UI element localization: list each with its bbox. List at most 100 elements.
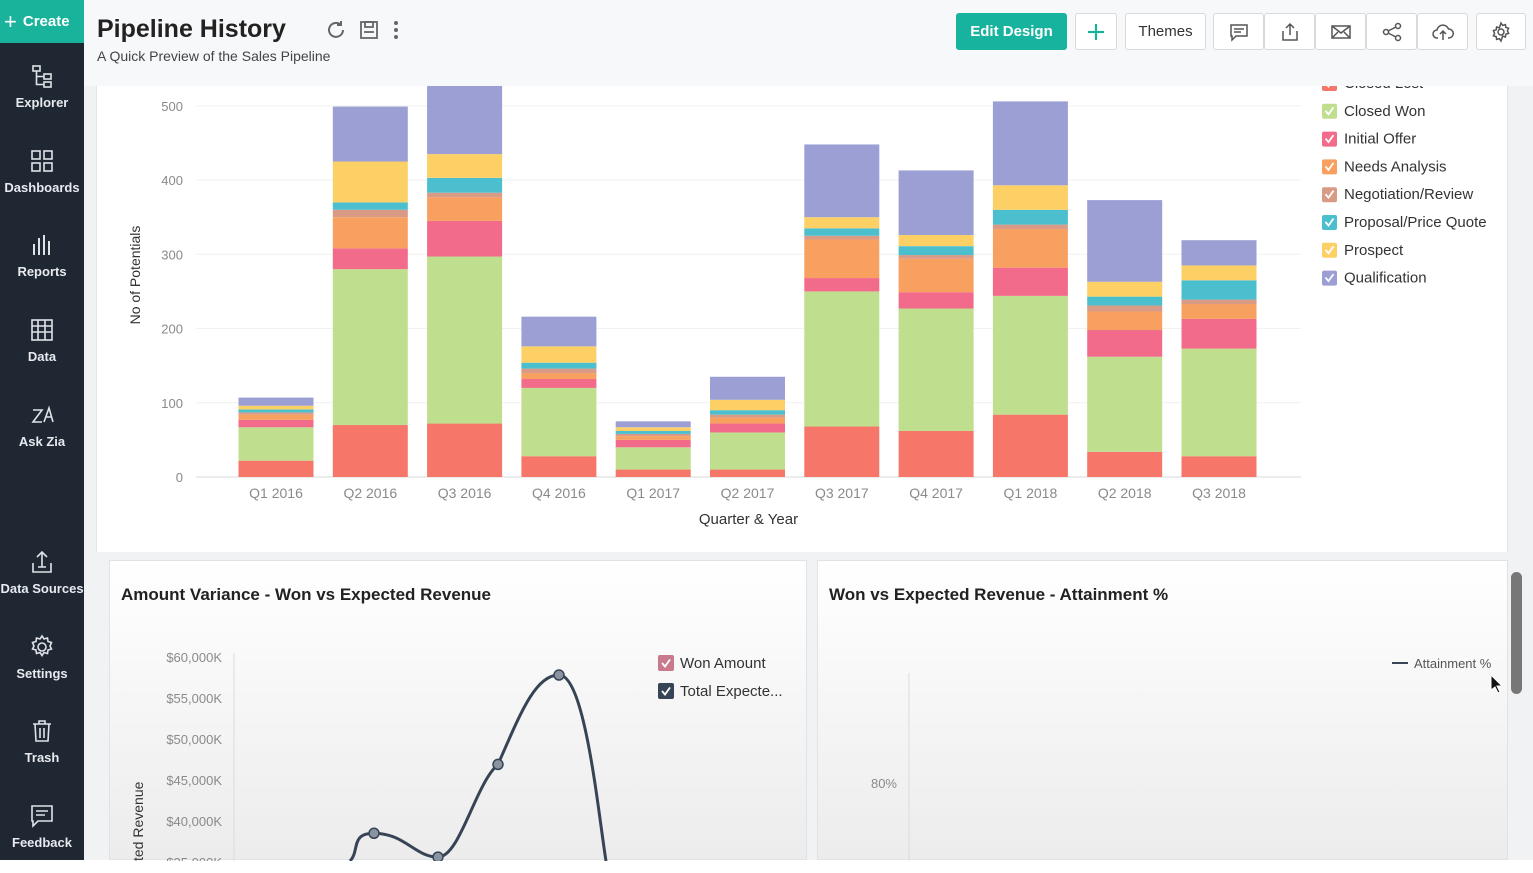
bar-segment [521,373,597,380]
checkmark-icon [1324,134,1335,144]
bar-segment [521,346,597,363]
bar-segment [427,220,503,257]
data-sources-icon [32,550,52,573]
bar-segment [427,192,503,198]
x-tick-label: Q3 2017 [815,485,869,501]
x-tick-label: Q2 2018 [1098,485,1152,501]
legend-label: Closed Lost [1344,86,1424,92]
y-tick-label: 0 [176,470,183,485]
bar-segment [1181,280,1257,300]
x-tick-label: Q2 2016 [343,485,397,501]
x-tick-label: Q4 2016 [532,485,586,501]
bar-segment [427,86,503,155]
sidebar-item-feedback[interactable]: Feedback [0,803,84,873]
amount-variance-panel: Amount Variance - Won vs Expected Revenu… [109,560,807,861]
create-button[interactable]: + Create [0,0,84,43]
legend-label: Proposal/Price Quote [1344,214,1487,231]
bar-segment [992,267,1068,296]
bar-segment [992,414,1068,477]
bar-segment [615,436,691,440]
bar-segment [1181,318,1257,349]
comment-button[interactable] [1213,13,1264,50]
sidebar-item-dashboards[interactable]: Dashboards [0,148,84,218]
bar-segment [332,269,408,426]
sidebar-item-trash[interactable]: Trash [0,718,84,788]
legend-swatch [658,655,674,671]
panel-title: Amount Variance - Won vs Expected Revenu… [121,585,492,604]
settings-button[interactable] [1476,13,1526,50]
legend-swatch [1322,187,1337,203]
legend-swatch [1322,86,1337,91]
comment-icon [1229,23,1248,42]
save-icon[interactable] [357,18,381,42]
bar-segment [332,106,408,162]
attainment-panel: Won vs Expected Revenue - Attainment % 8… [817,560,1508,861]
bar-segment [332,217,408,249]
checkmark-icon [1324,106,1335,116]
bar-segment [898,430,974,477]
bar-segment [1087,305,1163,312]
more-options-icon[interactable] [384,18,408,42]
bar-segment [992,101,1068,186]
y-axis-label: ted Revenue [130,781,146,861]
bar-segment [238,409,314,413]
sidebar-item-explorer[interactable]: Explorer [0,63,84,133]
explorer-icon [32,65,52,88]
scrollbar-thumb[interactable] [1511,572,1522,694]
bar-segment [1181,240,1257,266]
bar-segment [521,387,597,457]
email-button[interactable] [1315,13,1366,50]
bar-segment [710,417,785,424]
themes-button[interactable]: Themes [1125,13,1206,50]
y-tick-label: $50,000K [166,732,222,747]
sidebar-item-data-sources[interactable]: Data Sources [0,549,84,619]
checkmark-icon [1324,190,1335,200]
bar-segment [1087,356,1163,452]
sidebar-item-reports[interactable]: Reports [0,232,84,302]
bar-segment [1087,296,1163,306]
add-widget-button[interactable] [1075,13,1117,50]
y-tick-label: 80% [871,776,897,791]
publish-button[interactable] [1417,13,1468,50]
bar-segment [238,405,314,410]
bar-segment [804,235,880,240]
legend-label: Needs Analysis [1344,158,1447,175]
refresh-icon[interactable] [324,18,348,42]
create-label: Create [22,13,70,30]
bar-segment [427,154,503,178]
bar-segment [1181,299,1257,305]
bar-segment [898,235,974,247]
legend-label: Prospect [1344,242,1404,259]
sidebar-item-data[interactable]: Data [0,317,84,387]
page-subtitle: A Quick Preview of the Sales Pipeline [97,48,331,64]
bar-segment [615,447,691,470]
bar-segment [898,292,974,309]
bar-segment [332,161,408,203]
bar-segment [804,217,880,229]
export-button[interactable] [1264,13,1315,50]
bar-segment [1087,330,1163,357]
sidebar-item-settings[interactable]: Settings [0,634,84,704]
pipeline-chart-panel [96,86,1508,552]
bar-segment [615,427,691,431]
export-icon [1281,22,1298,41]
bar-segment [710,399,785,411]
y-tick-label: $45,000K [166,773,222,788]
bar-segment [804,144,880,218]
bar-segment [238,460,314,477]
bar-segment [992,229,1068,268]
share-button[interactable] [1366,13,1417,50]
sidebar: + Create Explorer Dashboards Reports Dat… [0,0,84,860]
x-tick-label: Q1 2016 [249,485,303,501]
legend-swatch [1322,270,1337,286]
x-tick-label: Q4 2017 [909,485,963,501]
bar-segment [710,423,785,433]
gear-icon [1492,20,1510,43]
y-tick-label: $35,000K [166,855,222,861]
legend-label: Attainment % [1414,656,1492,671]
bar-segment [898,308,974,431]
data-icon [31,319,53,341]
sidebar-item-ask-zia[interactable]: Ask Zia [0,402,84,472]
bar-segment [898,255,974,259]
edit-design-button[interactable]: Edit Design [956,13,1067,50]
